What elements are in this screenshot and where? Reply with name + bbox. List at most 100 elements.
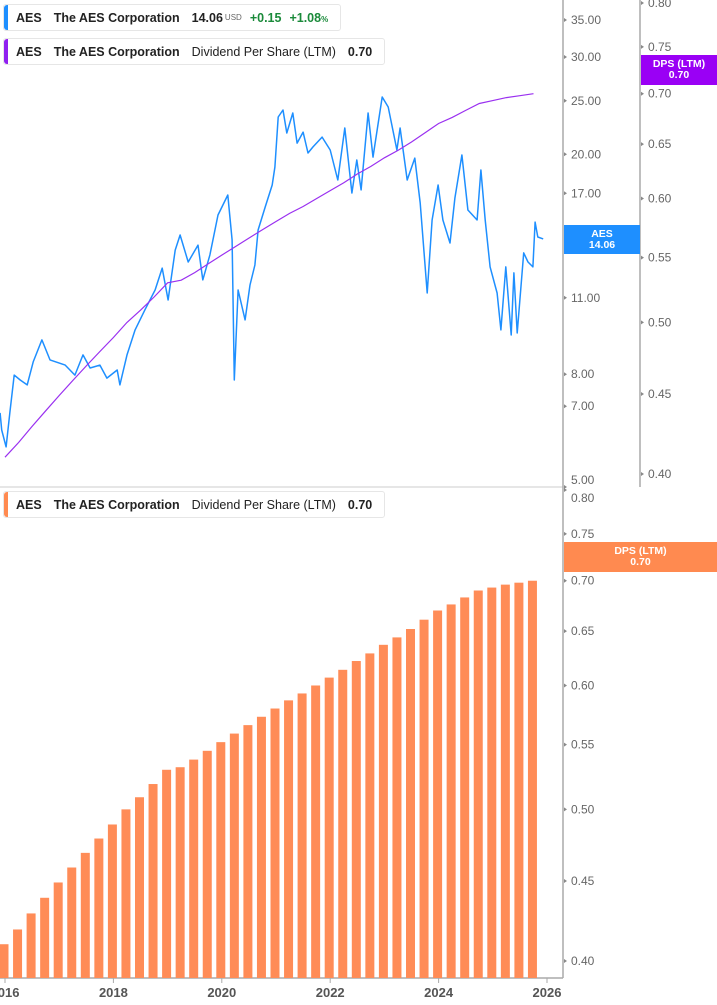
dps-bar [297, 693, 307, 978]
legend-metric: Dividend Per Share (LTM) [191, 44, 336, 59]
price-tick-mark [564, 54, 567, 59]
bar-y-tick-mark [564, 629, 567, 634]
legend-dps-bottom[interactable]: AES The AES Corporation Dividend Per Sha… [3, 491, 386, 518]
price-tick-label: 11.00 [571, 291, 600, 305]
dps-tick-label: 0.75 [648, 40, 672, 54]
dps-bar [202, 750, 212, 978]
dps-bar [500, 584, 510, 978]
dps-tick-mark [641, 1, 644, 5]
dps-bar [135, 797, 144, 978]
dps-bar [216, 742, 226, 978]
price-badge-ticker: AES [591, 227, 613, 240]
legend-price[interactable]: AES The AES Corporation 14.06 USD +0.15 … [3, 4, 342, 31]
dps-bar [0, 944, 9, 978]
bar-y-tick-mark [564, 959, 567, 963]
bar-y-tick-label: 0.50 [571, 802, 595, 816]
dps-tick-label: 0.55 [648, 251, 672, 265]
dps-bar [527, 580, 537, 978]
legend-change: +0.15 [249, 10, 282, 25]
price-tick-mark [564, 152, 567, 157]
dps-top-badge-value: 0.70 [668, 69, 690, 81]
price-tick-label: 35.00 [571, 13, 601, 27]
price-tick-mark [564, 295, 567, 300]
dps-bar [243, 725, 253, 978]
price-tick-mark [564, 404, 567, 409]
bar-y-tick-label: 0.55 [571, 738, 595, 752]
dps-bottom-badge-label: DPS (LTM) [614, 545, 667, 557]
bar-y-tick-label: 0.80 [571, 491, 595, 505]
dps-tick-label: 0.45 [648, 387, 672, 401]
legend-ticker: AES [16, 10, 42, 25]
dps-bar [189, 759, 199, 978]
dps-bar [419, 619, 429, 978]
dps-bar [26, 913, 36, 978]
price-badge: AES 14.06 [564, 225, 640, 254]
x-tick-label: 2020 [207, 985, 236, 1000]
price-tick-mark [564, 98, 567, 103]
legend-change-pct: +1.08% [289, 11, 328, 25]
dps-tick-mark [641, 91, 644, 96]
dps-bar [433, 610, 443, 978]
dps-bar [514, 582, 524, 978]
x-tick-label: 2022 [316, 985, 345, 1000]
legend-company: The AES Corporation [53, 10, 180, 25]
dps-bar [40, 897, 50, 978]
dps-bar [311, 685, 321, 978]
bar-y-tick-mark [564, 578, 567, 583]
dps-line [4, 93, 534, 458]
dps-tick-label: 0.40 [648, 467, 672, 481]
bar-y-tick-mark [564, 807, 567, 812]
bar-y-tick-label: 0.60 [571, 678, 595, 692]
price-tick-mark [564, 18, 567, 22]
dps-bottom-badge-value: 0.70 [630, 556, 651, 568]
legend-dps-top[interactable]: AES The AES Corporation Dividend Per Sha… [3, 38, 386, 65]
dps-bar [175, 767, 185, 978]
price-tick-label: 8.00 [571, 367, 595, 381]
bar-y-tick-mark [564, 683, 567, 688]
price-tick-label: 17.00 [571, 186, 601, 200]
bar-y-tick-label: 0.45 [571, 874, 595, 888]
legend-company: The AES Corporation [53, 497, 180, 512]
dps-bar [284, 700, 294, 978]
legend-ticker: AES [16, 497, 42, 512]
dps-bar [473, 590, 483, 978]
legend-change-pct-value: +1.08 [289, 10, 322, 25]
legend-value: 0.70 [347, 44, 373, 59]
bar-y-tick-mark [564, 488, 567, 492]
dps-tick-mark [641, 320, 644, 325]
price-tick-mark [564, 485, 567, 489]
x-tick-label: 2026 [533, 985, 562, 1000]
legend-ticker: AES [16, 44, 42, 59]
legend-price-value: 14.06 [191, 10, 223, 25]
dps-bar [256, 716, 266, 978]
x-tick-label: 2018 [99, 985, 128, 1000]
dps-tick-mark [641, 472, 644, 476]
legend-color-swatch [4, 39, 8, 64]
dps-bar [460, 597, 470, 978]
legend-color-swatch [4, 492, 8, 517]
bar-y-tick-label: 0.40 [571, 954, 595, 968]
dps-tick-label: 0.70 [648, 87, 672, 101]
price-badge-value: 14.06 [588, 238, 616, 251]
dps-tick-mark [641, 391, 644, 396]
dps-bar [365, 653, 375, 978]
price-tick-label: 30.00 [571, 50, 601, 64]
legend-company: The AES Corporation [53, 44, 180, 59]
dps-bar [80, 852, 90, 978]
bar-y-tick-mark [564, 531, 567, 536]
legend-color-swatch [4, 5, 8, 30]
dps-bar [392, 637, 402, 978]
dps-bar [338, 669, 348, 978]
dps-bar [13, 929, 23, 978]
price-tick-label: 5.00 [571, 473, 595, 487]
legend-value: 0.70 [347, 497, 373, 512]
dps-bar [229, 733, 239, 978]
bar-y-tick-label: 0.70 [571, 574, 595, 588]
dps-tick-label: 0.50 [648, 315, 672, 329]
dps-bar [351, 661, 361, 978]
dps-tick-mark [641, 142, 644, 147]
price-tick-mark [564, 191, 567, 196]
dps-bar [53, 882, 63, 978]
dps-bar [148, 784, 158, 978]
dps-tick-mark [641, 196, 644, 201]
